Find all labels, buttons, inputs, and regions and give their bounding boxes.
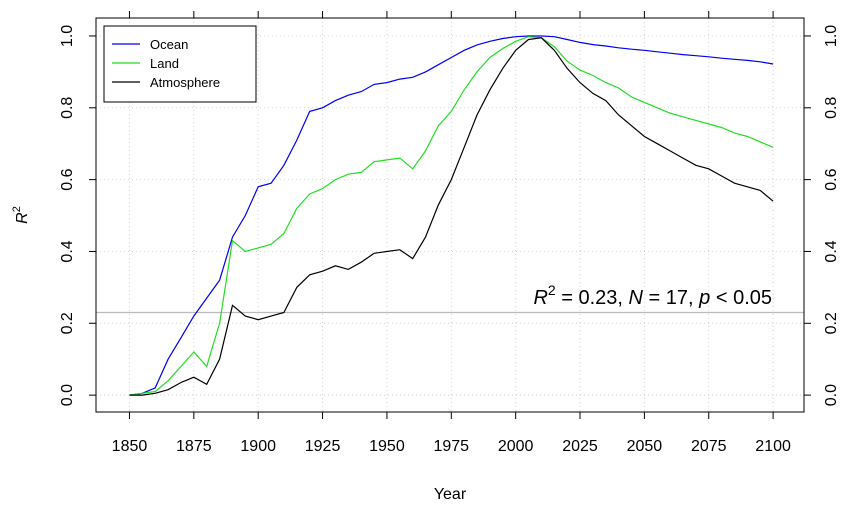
annotation-part: p <box>698 287 710 309</box>
y-tick-label: 0.8 <box>59 97 76 119</box>
x-tick-label: 1900 <box>240 438 276 455</box>
x-tick-label: 2000 <box>498 438 534 455</box>
legend-label: Atmosphere <box>150 75 220 90</box>
plot-frame <box>95 17 805 413</box>
y-tick-label: 1.0 <box>59 25 76 47</box>
y2-tick-label: 0.4 <box>823 240 840 262</box>
series-line <box>129 35 774 396</box>
x-tick-label: 1925 <box>305 438 341 455</box>
x-tick-label: 1850 <box>112 438 148 455</box>
annotation: R2 = 0.23, N = 17, p < 0.05 <box>533 282 772 309</box>
y-tick-label: 0.6 <box>59 168 76 190</box>
x-tick-label: 2075 <box>691 438 727 455</box>
y-tick-label: 0.2 <box>59 312 76 334</box>
annotation-part: < 0.05 <box>710 287 772 309</box>
y-tick-label: 0.4 <box>59 240 76 262</box>
y-label-sup: 2 <box>11 206 23 212</box>
y2-tick-label: 0.8 <box>823 97 840 119</box>
annotation-part: = 0.23, <box>556 287 629 309</box>
y2-tick-label: 0.6 <box>823 168 840 190</box>
x-tick-label: 2025 <box>562 438 598 455</box>
annotation-part: 2 <box>548 282 556 298</box>
x-tick-label: 1950 <box>369 438 405 455</box>
y-label-base: R <box>14 212 31 224</box>
legend-label: Ocean <box>150 37 188 52</box>
y2-tick-label: 1.0 <box>823 25 840 47</box>
x-tick-label: 1875 <box>176 438 212 455</box>
y-tick-label: 0.0 <box>59 384 76 406</box>
y-axis-label: R2 <box>11 206 31 224</box>
legend-label: Land <box>150 56 179 71</box>
series-line <box>129 37 774 396</box>
x-tick-label: 2100 <box>755 438 791 455</box>
y2-tick-label: 0.2 <box>823 312 840 334</box>
y2-tick-label: 0.0 <box>823 384 840 406</box>
legend-box <box>103 25 257 103</box>
annotation-part: N <box>629 287 644 309</box>
annotation-part: R <box>533 287 547 309</box>
x-tick-label: 1975 <box>433 438 469 455</box>
series-line <box>129 36 774 396</box>
x-tick-label: 2050 <box>627 438 663 455</box>
x-axis-label: Year <box>434 486 467 503</box>
annotation-part: = 17, <box>643 287 699 309</box>
